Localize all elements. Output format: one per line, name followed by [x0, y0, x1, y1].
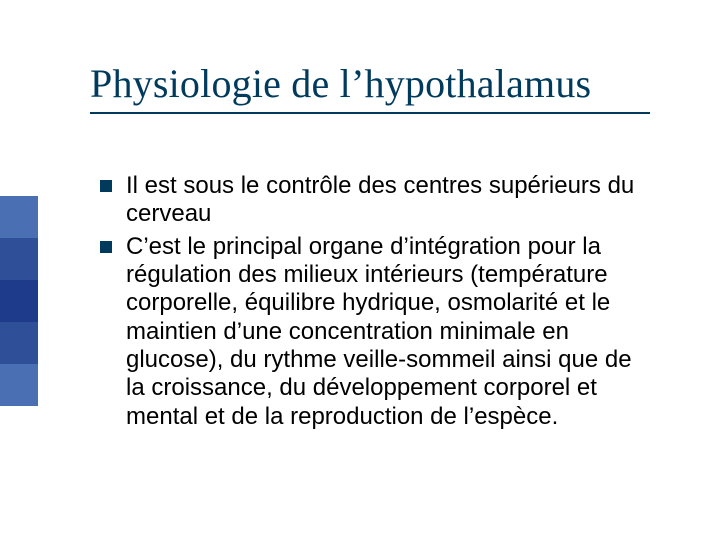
- accent-color-strip: [0, 196, 38, 406]
- bullet-list: Il est sous le contrôle des centres supé…: [100, 172, 640, 435]
- accent-stripe: [0, 364, 38, 406]
- list-item: C’est le principal organe d’intégration …: [100, 233, 640, 431]
- slide-title: Physiologie de l’hypothalamus: [90, 62, 591, 106]
- accent-stripe: [0, 280, 38, 322]
- title-underline: [90, 112, 650, 114]
- square-bullet-icon: [100, 241, 112, 253]
- list-item-text: Il est sous le contrôle des centres supé…: [126, 172, 640, 229]
- accent-stripe: [0, 322, 38, 364]
- list-item-text: C’est le principal organe d’intégration …: [126, 233, 640, 431]
- accent-stripe: [0, 238, 38, 280]
- accent-stripe: [0, 196, 38, 238]
- slide: Physiologie de l’hypothalamus Il est sou…: [0, 0, 720, 540]
- square-bullet-icon: [100, 180, 112, 192]
- list-item: Il est sous le contrôle des centres supé…: [100, 172, 640, 229]
